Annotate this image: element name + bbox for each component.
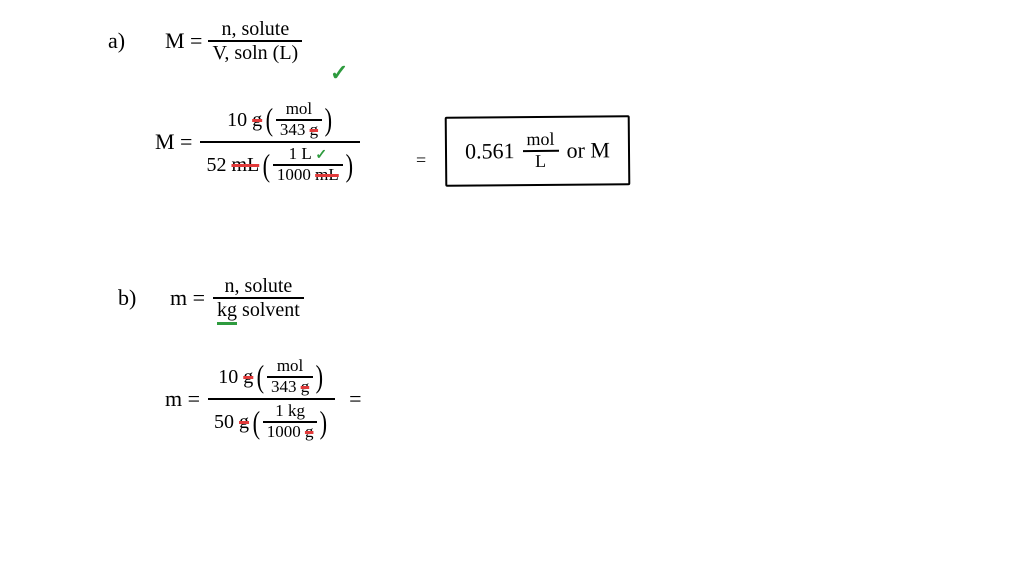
check-icon: ✓ <box>330 60 348 86</box>
part-a-answer-or: or M <box>566 137 610 163</box>
part-a-answer-unit-bot: L <box>531 152 550 172</box>
part-b-formula: m = n, solute kg solventkg solvent <box>170 275 304 321</box>
part-a-label: a) <box>108 28 125 54</box>
part-b-calc: m = 10 g10 g mol 343 g343 g 50 g50 g 1 k… <box>165 355 362 444</box>
part-b-calc-den-mass: 50 g50 g <box>214 410 249 434</box>
part-b-calc-num-mass: 10 g10 g <box>218 365 253 389</box>
part-a-calc-num-unit-top: mol <box>282 100 316 119</box>
worksheet-page: a) M = n, solute V, soln (L) ✓ M = 10 g1… <box>0 0 1024 576</box>
part-a-formula-denominator: V, soln (L) <box>208 42 302 64</box>
part-a-formula: M = n, solute V, soln (L) <box>165 18 302 64</box>
part-a-equals: = <box>416 150 426 171</box>
part-b-formula-denominator: kg solventkg solvent <box>213 299 304 321</box>
part-a-calc: M = 10 g10 g mol 343 g343 g 52 mL52 mL 1 <box>155 98 360 187</box>
part-a-calc-num-unit-bot: 343 g343 g <box>276 121 322 140</box>
part-a-formula-numerator: n, solute <box>217 18 293 40</box>
part-b-calc-lhs: m = <box>165 386 200 412</box>
part-a-calc-num-mass: 10 g10 g <box>227 108 262 132</box>
part-b-calc-num-unit-bot: 343 g343 g <box>267 378 313 397</box>
part-a-answer-unit-top: mol <box>522 130 558 150</box>
part-b-equals: = <box>349 386 361 412</box>
part-a-calc-den-unit-top: 1 L1 L ✓ <box>285 145 332 164</box>
part-a-answer-box: 0.561 mol L or M <box>445 115 631 186</box>
part-b-calc-num-unit-top: mol <box>273 357 307 376</box>
part-b-calc-den-unit-bot: 1000 g1000 g <box>263 423 318 442</box>
part-b-label: b) <box>118 285 136 311</box>
part-b-calc-den-unit-top: 1 kg <box>271 402 309 421</box>
part-a-calc-lhs: M = <box>155 129 192 155</box>
part-b-formula-lhs: m = <box>170 285 205 311</box>
part-a-calc-den-unit-bot: 1000 mL1000 mL <box>273 166 343 185</box>
part-a-calc-den-vol: 52 mL52 mL <box>206 153 259 177</box>
part-b-formula-numerator: n, solute <box>221 275 297 297</box>
part-a-answer-value: 0.561 <box>465 138 515 164</box>
part-a-formula-lhs: M = <box>165 28 202 54</box>
